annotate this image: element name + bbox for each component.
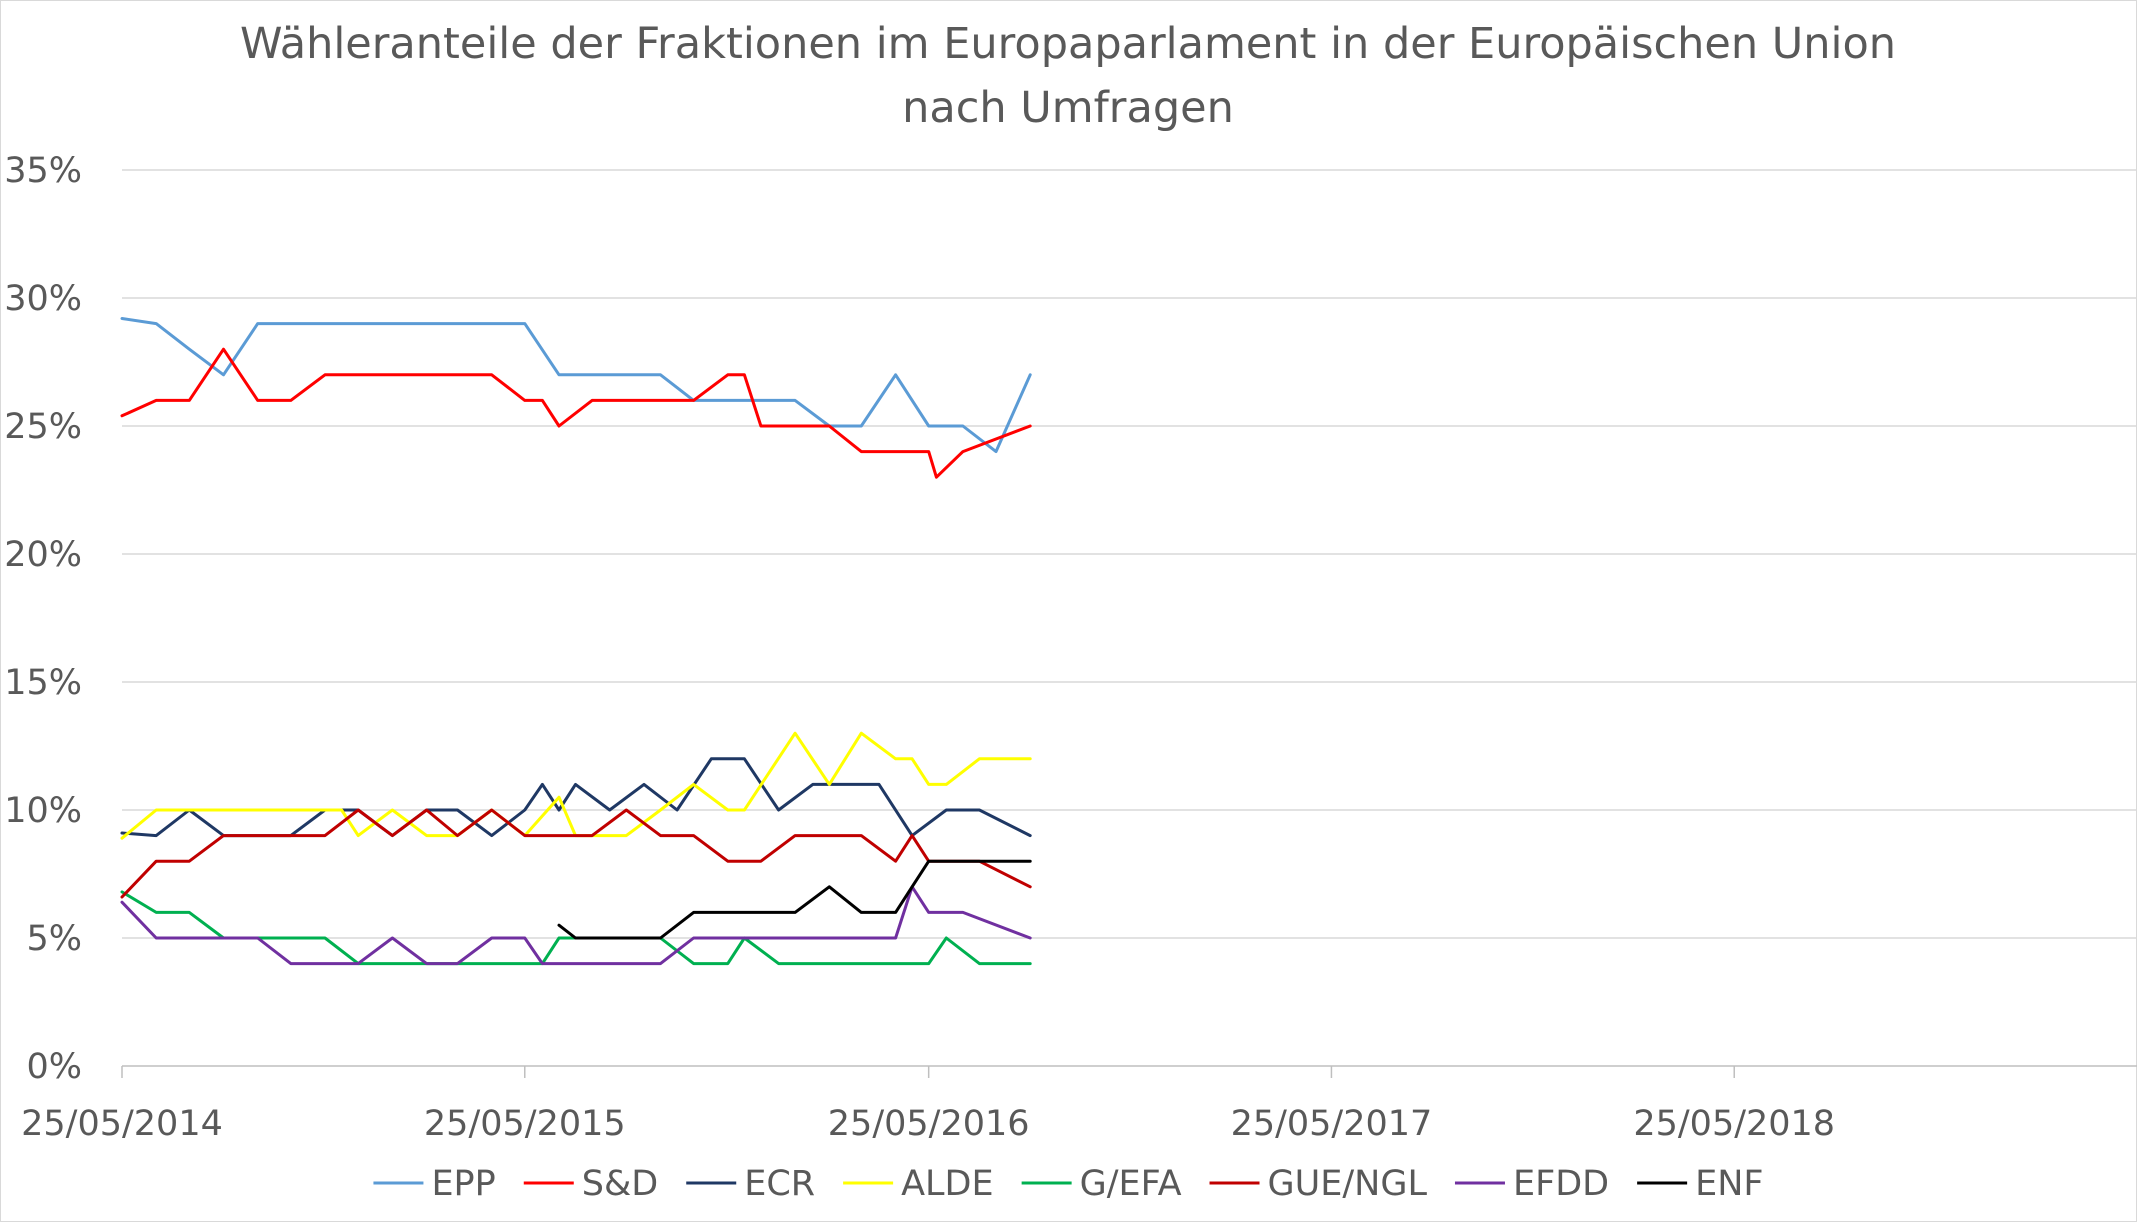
y-tick-label: 15%: [4, 663, 82, 703]
plot-series: [120, 317, 1032, 966]
legend-label: ECR: [744, 1164, 815, 1204]
legend: EPP S&D ECR ALDE G/EFA GUE/NGL EFDD ENF: [373, 1164, 1764, 1204]
legend-label: EPP: [431, 1164, 495, 1204]
y-tick-label: 10%: [4, 791, 82, 831]
series-line-epp: [120, 317, 1032, 454]
x-tick-label: 25/05/2017: [1231, 1104, 1433, 1144]
y-axis-tick-labels: 0% 5% 10% 15% 20% 25% 30% 35%: [4, 151, 82, 1087]
legend-label: G/EFA: [1080, 1164, 1182, 1204]
chart-title-line-2: nach Umfragen: [902, 83, 1234, 133]
x-tick-label: 25/05/2014: [21, 1104, 223, 1144]
series-line-enf: [557, 859, 1032, 940]
x-tick-label: 25/05/2015: [424, 1104, 626, 1144]
x-tick-label: 25/05/2016: [828, 1104, 1030, 1144]
chart-title-line-1: Wähleranteile der Fraktionen im Europapa…: [240, 19, 1896, 69]
y-tick-label: 0%: [26, 1047, 82, 1087]
legend-label: ENF: [1695, 1164, 1763, 1204]
y-tick-label: 30%: [4, 279, 82, 319]
legend-label: ALDE: [901, 1164, 994, 1204]
legend-label: S&D: [582, 1164, 658, 1204]
y-tick-label: 5%: [26, 919, 82, 959]
x-axis: 25/05/2014 25/05/2015 25/05/2016 25/05/2017…: [21, 1065, 2137, 1144]
legend-label: GUE/NGL: [1268, 1164, 1428, 1204]
y-tick-label: 20%: [4, 535, 82, 575]
legend-label: EFDD: [1513, 1164, 1609, 1204]
series-line-s-d: [120, 347, 1032, 479]
series-line-efdd: [120, 885, 1032, 966]
series-line-gue-ngl: [120, 808, 1032, 899]
y-tick-label: 25%: [4, 407, 82, 447]
series-line-alde: [120, 731, 1032, 840]
y-tick-label: 35%: [4, 151, 82, 191]
x-tick-label: 25/05/2018: [1633, 1104, 1835, 1144]
